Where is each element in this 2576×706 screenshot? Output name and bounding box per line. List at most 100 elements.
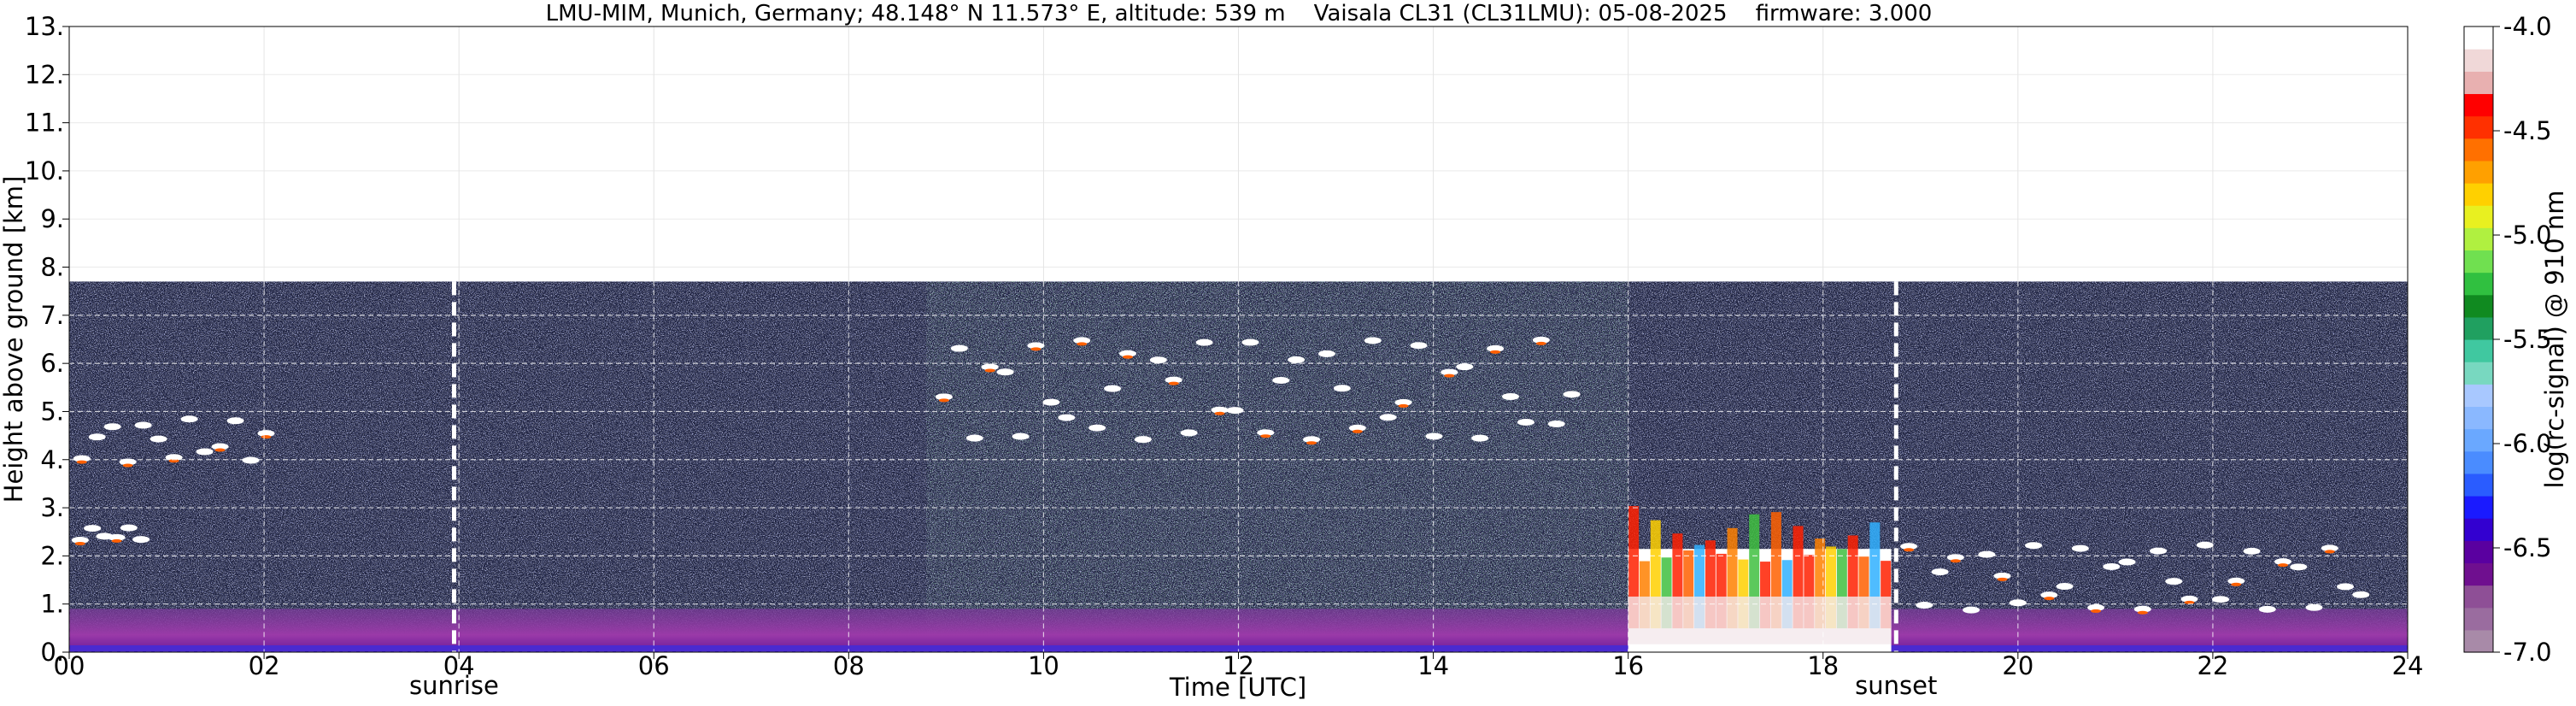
feature-cloud — [73, 415, 275, 468]
colorbar-segment — [2464, 362, 2493, 385]
colorbar-segment — [2464, 496, 2493, 519]
cloud-blob — [1226, 407, 1244, 415]
cloud-edge — [1122, 355, 1133, 359]
chart-title: LMU-MIM, Munich, Germany; 48.148° N 11.5… — [546, 1, 1933, 26]
cloud-blob — [935, 393, 953, 401]
cloud-blob — [1257, 429, 1275, 437]
cloud-blob — [196, 448, 214, 456]
cloud-edge — [2044, 597, 2055, 601]
cloud-blob — [1931, 568, 1949, 576]
cloud-blob — [981, 363, 999, 371]
colorbar-tick-label: -6.5 — [2503, 533, 2552, 562]
cloud-edge — [1352, 429, 1363, 433]
aerosol-base — [69, 645, 2408, 652]
cloud-blob — [1394, 398, 1412, 406]
colorbar-segment — [2464, 272, 2493, 296]
cloud-blob — [2040, 591, 2058, 599]
cloud-edge — [1214, 411, 1225, 415]
colorbar-label: log(rc-signal) @ 910 nm — [2540, 191, 2569, 489]
y-tick-label: 2. — [40, 541, 64, 570]
cloud-blob — [1241, 338, 1259, 346]
feature-cloud — [71, 524, 150, 545]
cloud-blob — [1134, 436, 1152, 444]
cloud-edge — [2278, 563, 2289, 568]
colorbar-segment — [2464, 450, 2493, 474]
marker-label-sunset: sunset — [1855, 671, 1937, 700]
cloud-edge — [1535, 341, 1546, 345]
y-tick-label: 11. — [25, 109, 64, 138]
x-tick-label: 14 — [1417, 651, 1449, 680]
x-tick-label: 02 — [249, 651, 280, 680]
cloud-blob — [2305, 603, 2323, 611]
cloud-blob — [1012, 432, 1030, 440]
colorbar-tick-label: -5.5 — [2503, 325, 2552, 354]
y-tick-label: 9. — [40, 204, 64, 233]
cloud-edge — [2231, 582, 2242, 586]
cloud-blob — [1456, 363, 1474, 371]
cloud-blob — [257, 430, 275, 438]
x-tick-label: 22 — [2197, 651, 2228, 680]
cloud-blob — [1272, 376, 1290, 384]
cloud-blob — [1180, 429, 1198, 437]
cloud-edge — [984, 368, 995, 373]
cloud-blob — [1042, 398, 1060, 406]
cloud-edge — [261, 435, 272, 439]
cloud-edge — [2091, 609, 2102, 613]
cloud-blob — [2337, 583, 2355, 591]
colorbar: -4.0 -4.5 -5.0 -5.5 -6.0 -6.5 -7.0 — [2463, 12, 2552, 667]
cloud-blob — [1517, 418, 1534, 426]
colorbar-segment — [2464, 183, 2493, 206]
colorbar-segment — [2464, 473, 2493, 497]
colorbar-segment — [2464, 294, 2493, 318]
cloud-edge — [214, 448, 226, 452]
cloud-blob — [1441, 368, 1458, 376]
cloud-blob — [150, 435, 167, 443]
cloud-edge — [1306, 441, 1317, 445]
y-tick-label: 6. — [40, 349, 64, 378]
cloud-blob — [996, 368, 1014, 376]
colorbar-segment — [2464, 250, 2493, 274]
cloud-blob — [2352, 591, 2370, 598]
cloud-blob — [108, 533, 126, 541]
cloud-blob — [2056, 583, 2074, 591]
y-tick-label: 5. — [40, 397, 64, 426]
y-tick-label: 3. — [40, 493, 64, 522]
x-tick-label: 12 — [1223, 651, 1254, 680]
colorbar-segment — [2464, 205, 2493, 228]
cloud-blob — [2212, 596, 2230, 603]
cloud-blob — [132, 536, 150, 544]
cloud-edge — [1997, 577, 2008, 581]
y-tick-label: 1. — [40, 590, 64, 619]
cloud-blob — [73, 455, 91, 462]
x-axis-label: Time [UTC] — [1169, 673, 1306, 702]
cloud-blob — [88, 433, 106, 441]
cloud-blob — [103, 423, 121, 431]
cloud-blob — [1379, 414, 1397, 421]
cloud-blob — [2165, 578, 2183, 585]
cloud-blob — [965, 434, 983, 442]
cloud-blob — [1317, 350, 1335, 357]
cloud-blob — [2243, 547, 2261, 555]
y-tick-label: 10. — [25, 156, 64, 185]
x-tick-label: 00 — [54, 651, 85, 680]
cloud-edge — [1444, 374, 1455, 378]
cloud-blob — [1165, 376, 1182, 384]
cloud-blob — [211, 443, 229, 450]
colorbar-segment — [2464, 26, 2493, 50]
y-tick-label: 8. — [40, 253, 64, 282]
cloud-blob — [1088, 424, 1106, 432]
y-tick-label: 13. — [25, 12, 64, 41]
x-tick-label: 10 — [1028, 651, 1059, 680]
cloud-blob — [2103, 562, 2121, 570]
cloud-blob — [120, 524, 138, 532]
cloud-edge — [74, 541, 85, 545]
colorbar-segment — [2464, 227, 2493, 251]
colorbar-segment — [2464, 93, 2493, 117]
cloud-edge — [1168, 381, 1179, 385]
cloud-blob — [134, 421, 152, 429]
cloud-blob — [1563, 391, 1581, 398]
y-tick-label: 7. — [40, 301, 64, 330]
colorbar-segment — [2464, 607, 2493, 631]
cloud-blob — [2133, 605, 2151, 613]
